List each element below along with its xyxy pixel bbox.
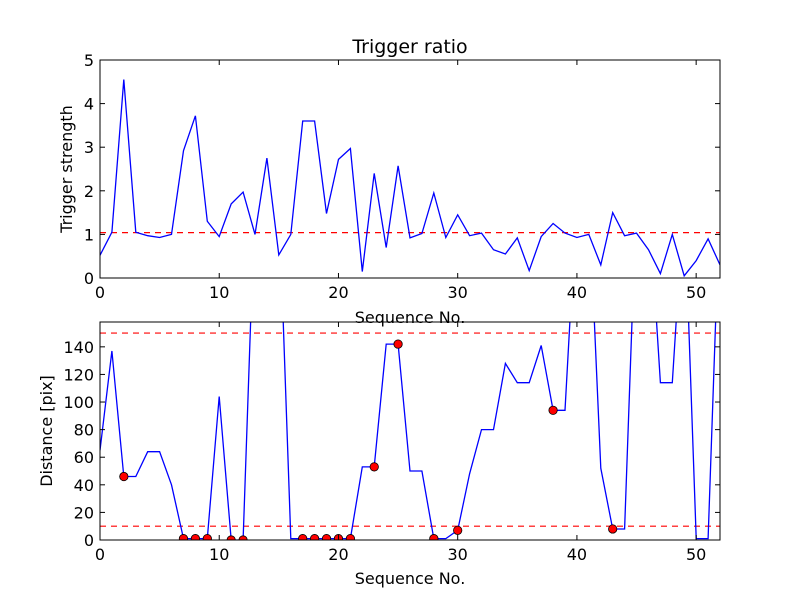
- distance-marker-point: [393, 339, 403, 349]
- distance-y-tick-label: 140: [63, 338, 94, 357]
- distance-x-tick-label: 10: [209, 545, 229, 564]
- distance-marker-point: [429, 534, 439, 540]
- trigger-ratio-y-tick-label: 0: [84, 269, 94, 288]
- trigger-ratio-y-axis-label: Trigger strength: [57, 105, 76, 234]
- distance-y-tick-label: 120: [63, 365, 94, 384]
- trigger-ratio-x-tick-label: 20: [328, 283, 348, 302]
- distance-x-tick-label: 20: [328, 545, 348, 564]
- distance-x-tick-label: 0: [95, 545, 105, 564]
- distance-panel: 0 10 20 30 40 50 0 20 40 60 80 100 120 140 Sequence N…: [37, 321, 721, 588]
- distance-y-axis-label: Distance [pix]: [37, 375, 56, 487]
- distance-plot-area: [100, 322, 720, 540]
- distance-x-axis-label: Sequence No.: [355, 569, 466, 588]
- trigger-ratio-x-tick-label: 10: [209, 283, 229, 302]
- trigger-ratio-ticks: 0 10 20 30 40 50 0 1 2 3 4 5: [84, 51, 720, 302]
- distance-y-tick-label: 40: [74, 476, 94, 495]
- distance-marker-point: [321, 534, 332, 540]
- trigger-ratio-x-tick-label: 30: [448, 283, 468, 302]
- trigger-ratio-y-tick-label: 2: [84, 182, 94, 201]
- distance-marker-point: [345, 534, 355, 540]
- distance-marker-point: [548, 405, 558, 415]
- distance-x-tick-label: 50: [686, 545, 706, 564]
- distance-marker-point: [119, 471, 129, 482]
- distance-ticks: 0 10 20 30 40 50 0 20 40 60 80 100 120 140: [63, 322, 720, 564]
- distance-y-tick-label: 100: [63, 393, 94, 412]
- distance-marker-point: [298, 534, 308, 540]
- distance-y-tick-label: 80: [74, 421, 94, 440]
- trigger-ratio-x-tick-label: 50: [686, 283, 706, 302]
- distance-marker-point: [369, 462, 379, 472]
- trigger-ratio-y-tick-label: 3: [84, 138, 94, 157]
- trigger-ratio-series-line: [100, 79, 720, 278]
- trigger-ratio-x-tick-label: 40: [567, 283, 587, 302]
- distance-x-tick-label: 30: [448, 545, 468, 564]
- distance-x-tick-label: 40: [567, 545, 587, 564]
- distance-y-tick-label: 60: [74, 448, 94, 467]
- trigger-ratio-y-tick-label: 4: [84, 95, 94, 114]
- distance-y-tick-label: 0: [84, 531, 94, 550]
- distance-marker-point: [178, 534, 189, 540]
- distance-marker-point: [453, 525, 463, 535]
- trigger-ratio-y-tick-label: 5: [84, 51, 94, 70]
- distance-marker-point: [310, 534, 320, 540]
- distance-marker-point: [202, 534, 212, 540]
- trigger-ratio-axes-frame: [99, 59, 721, 279]
- distance-marker-point: [608, 524, 618, 534]
- trigger-ratio-title: Trigger ratio: [351, 36, 467, 58]
- trigger-ratio-y-tick-label: 1: [84, 225, 94, 244]
- distance-marker-point: [190, 534, 200, 540]
- trigger-ratio-x-tick-label: 0: [95, 283, 105, 302]
- distance-y-tick-label: 20: [74, 503, 94, 522]
- trigger-ratio-plot-area: [100, 79, 720, 278]
- distance-axes-frame: [99, 321, 721, 541]
- trigger-ratio-x-axis-label: Sequence No.: [355, 308, 466, 327]
